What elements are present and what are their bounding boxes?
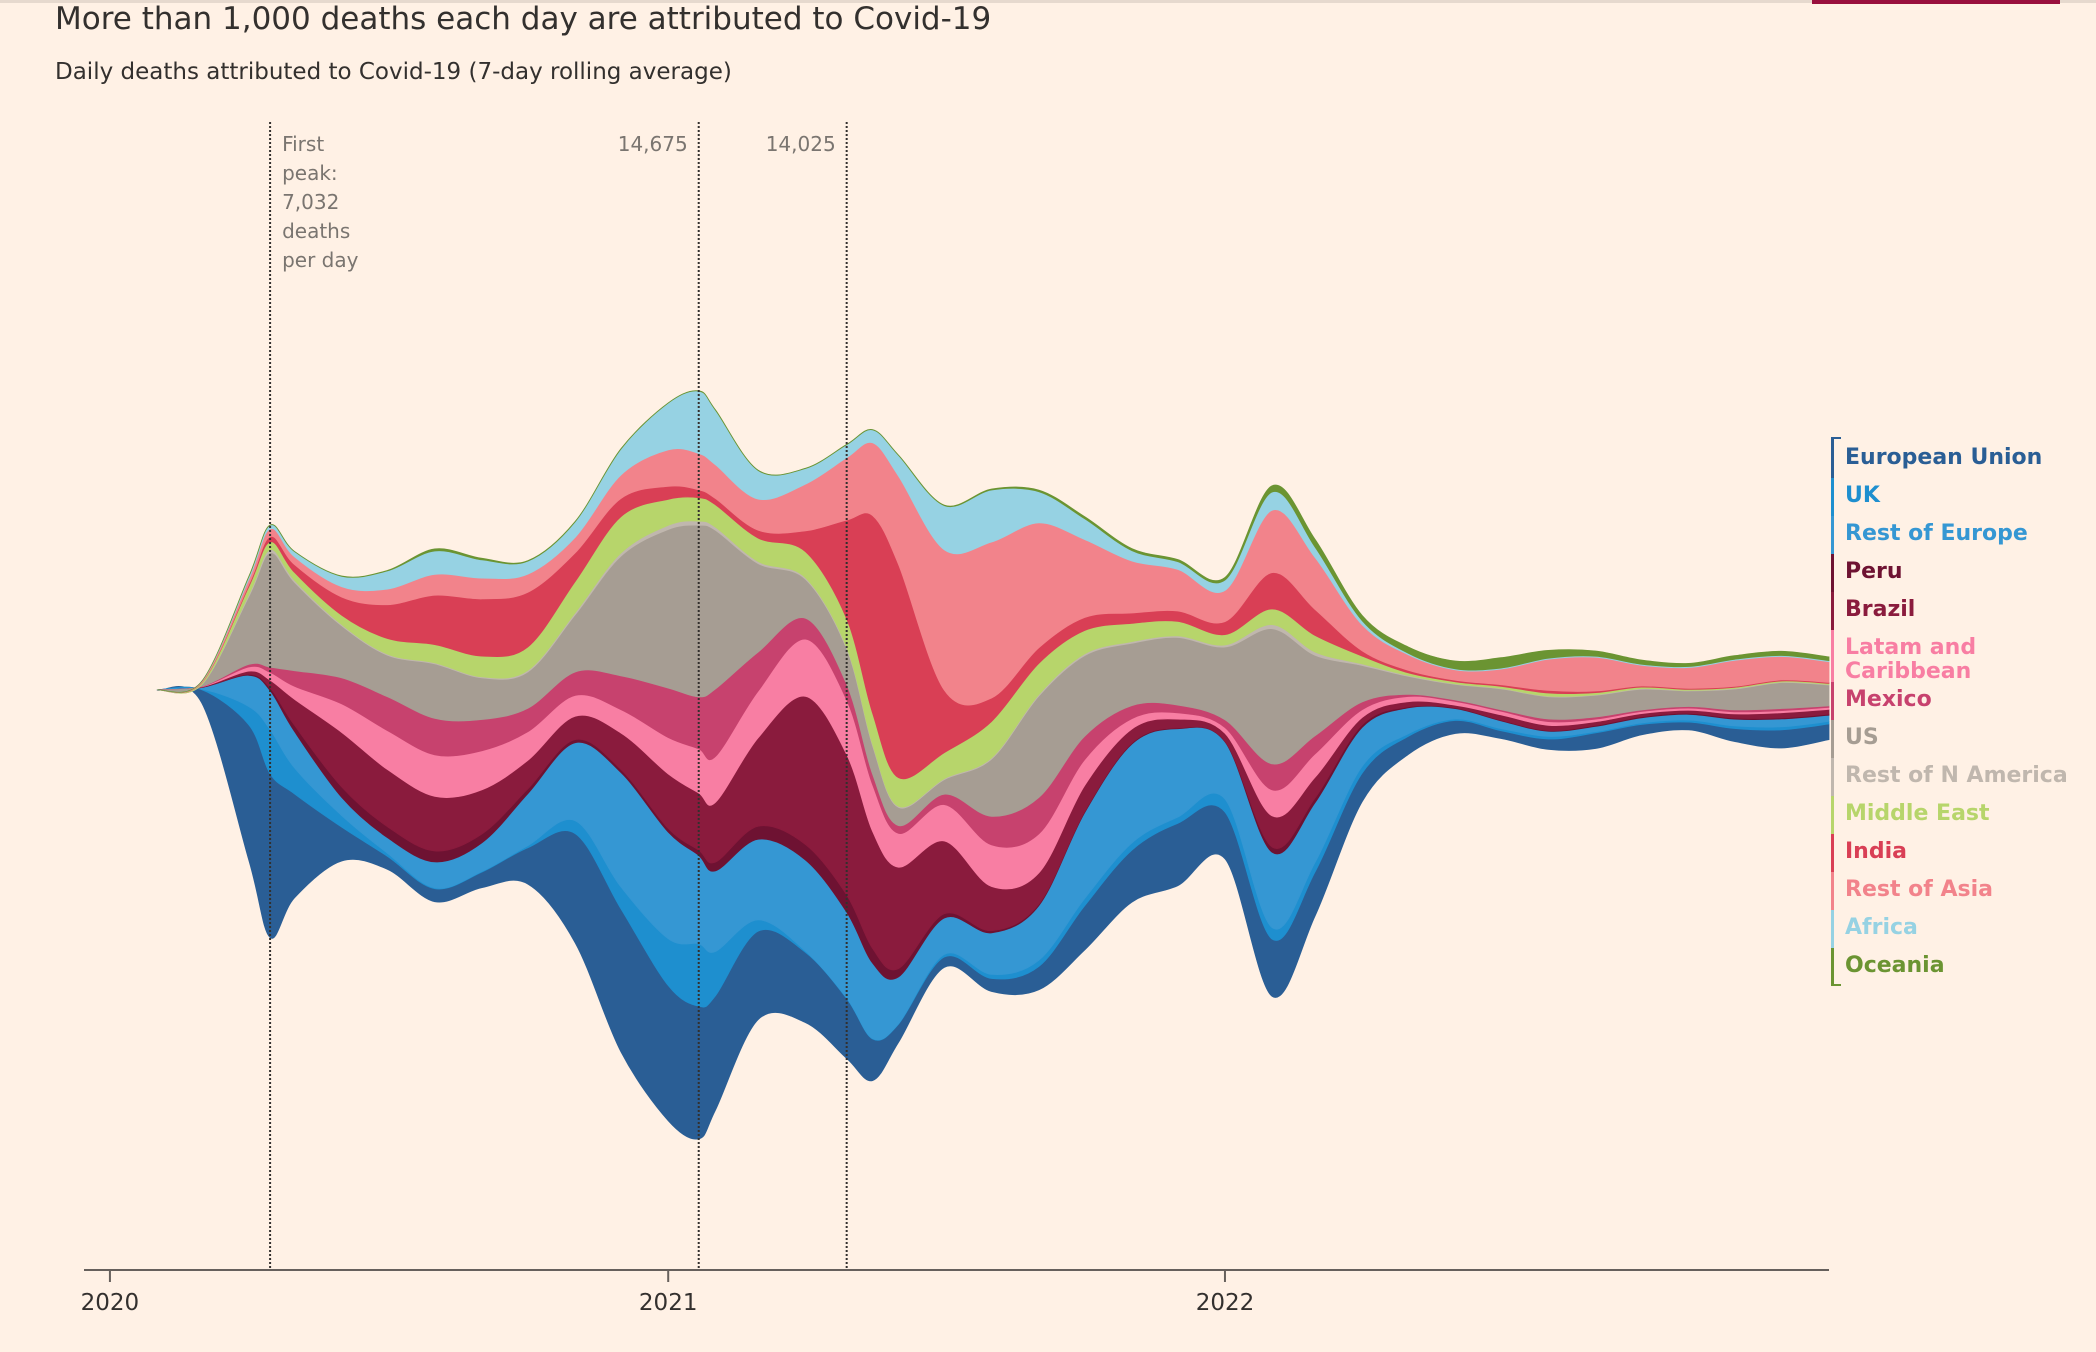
legend-swatch [1831, 720, 1834, 758]
legend-label-us: US [1845, 725, 1879, 750]
x-tick-label: 2020 [81, 1290, 140, 1316]
legend-swatch [1831, 948, 1834, 986]
legend-swatch [1831, 682, 1834, 720]
x-tick-label: 2021 [639, 1290, 698, 1316]
legend-label-latam-and-caribbean: Caribbean [1845, 659, 1971, 684]
legend-swatch [1831, 478, 1834, 516]
legend-label-peru: Peru [1845, 559, 1903, 584]
legend-swatch [1831, 554, 1834, 592]
x-axis: 2020 2021 2022 [81, 1269, 1829, 1316]
legend-label-latam-and-caribbean: Latam and [1845, 635, 1976, 660]
annotation-label: First [282, 132, 324, 156]
chart-subtitle: Daily deaths attributed to Covid-19 (7-d… [55, 59, 732, 85]
annotation-label: 14,025 [766, 132, 836, 156]
legend-label-rest-of-europe: Rest of Europe [1845, 521, 2028, 546]
legend-swatch [1831, 516, 1834, 554]
legend-label-european-union: European Union [1845, 445, 2042, 470]
legend: European Union UK Rest of Europe Peru Brazil… [1831, 437, 2068, 986]
annotations: First peak: 7,032 deaths per day 14,675 14,025 [269, 122, 848, 1270]
legend-label-middle-east: Middle East [1845, 801, 1990, 826]
legend-swatch [1831, 984, 1841, 986]
annotation-label: 7,032 [282, 190, 339, 214]
annotation-label: per day [282, 248, 359, 272]
x-tick-label: 2022 [1196, 1290, 1255, 1316]
legend-swatch [1831, 910, 1834, 948]
legend-label-rest-of-asia: Rest of Asia [1845, 877, 1993, 902]
legend-swatch [1831, 872, 1834, 910]
legend-swatch [1831, 630, 1834, 682]
annotation-label: deaths [282, 219, 350, 243]
chart-title: More than 1,000 deaths each day are attr… [55, 1, 992, 37]
legend-label-oceania: Oceania [1845, 953, 1945, 978]
legend-label-rest-of-n-america: Rest of N America [1845, 763, 2068, 788]
legend-swatch [1831, 437, 1834, 478]
legend-label-uk: UK [1845, 483, 1881, 508]
annotation-label: 14,675 [618, 132, 688, 156]
legend-label-brazil: Brazil [1845, 597, 1915, 622]
annotation-label: peak: [282, 161, 338, 185]
top-rule [0, 0, 2096, 3]
legend-swatch [1831, 437, 1841, 439]
stream-layers [156, 390, 1830, 1140]
legend-label-africa: Africa [1845, 915, 1918, 940]
legend-swatch [1831, 796, 1834, 834]
legend-swatch [1831, 834, 1834, 872]
legend-label-india: India [1845, 839, 1907, 864]
legend-swatch [1831, 592, 1834, 630]
legend-swatch [1831, 758, 1834, 796]
legend-label-mexico: Mexico [1845, 687, 1932, 712]
top-accent-bar [1812, 0, 2060, 4]
